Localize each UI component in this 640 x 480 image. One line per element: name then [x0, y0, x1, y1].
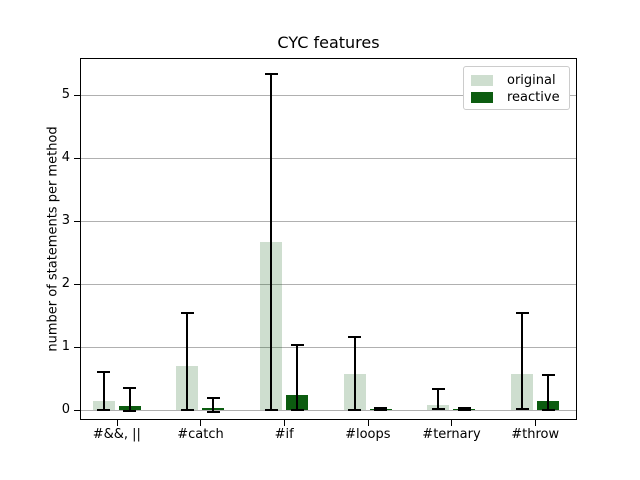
y-tick-2 [74, 283, 80, 285]
errorbar-cap-top-reactive-3 [374, 407, 388, 410]
errorbar-cap-bottom-reactive-3 [374, 408, 388, 411]
errorbar-original-5 [521, 312, 524, 409]
errorbar-cap-bottom-reactive-4 [457, 408, 471, 411]
errorbar-cap-top-reactive-5 [541, 373, 555, 376]
y-tick-label-2: 2 [61, 275, 70, 291]
errorbar-original-2 [270, 74, 273, 410]
legend-swatch-original [471, 75, 493, 86]
legend-label-reactive: reactive [507, 90, 560, 105]
errorbar-cap-bottom-original-0 [97, 408, 111, 411]
gridline-y4 [80, 157, 577, 159]
errorbar-cap-bottom-reactive-0 [123, 409, 137, 412]
y-tick-0 [74, 409, 80, 411]
errorbar-reactive-0 [128, 388, 131, 411]
errorbar-cap-bottom-original-2 [264, 408, 278, 411]
x-tick-3 [367, 420, 369, 426]
y-tick-1 [74, 346, 80, 348]
errorbar-reactive-5 [547, 374, 550, 410]
x-tick-label-0: #&&, || [92, 427, 141, 442]
errorbar-cap-top-original-0 [97, 370, 111, 373]
x-tick-0 [116, 420, 118, 426]
y-tick-label-4: 4 [61, 149, 70, 165]
errorbar-cap-top-reactive-2 [290, 343, 304, 346]
legend-swatch-reactive [471, 92, 493, 103]
errorbar-cap-bottom-reactive-1 [206, 410, 220, 413]
y-tick-label-0: 0 [61, 401, 70, 417]
errorbar-reactive-2 [296, 344, 299, 410]
gridline-y1 [80, 346, 577, 348]
errorbar-cap-bottom-original-1 [180, 408, 194, 411]
x-tick-label-5: #throw [511, 427, 560, 442]
errorbar-cap-bottom-original-5 [515, 407, 529, 410]
errorbar-cap-top-original-1 [180, 312, 194, 315]
errorbar-original-4 [437, 388, 440, 409]
gridline-y2 [80, 283, 577, 285]
errorbar-cap-top-reactive-1 [206, 397, 220, 400]
y-tick-label-5: 5 [61, 86, 70, 102]
legend: original reactive [463, 66, 570, 110]
errorbar-original-1 [186, 313, 189, 410]
errorbar-original-0 [102, 371, 105, 410]
chart-title: CYC features [277, 33, 380, 52]
x-tick-1 [200, 420, 202, 426]
legend-item-original: original [471, 72, 562, 89]
errorbar-cap-bottom-original-4 [431, 407, 445, 410]
y-tick-5 [74, 94, 80, 96]
x-tick-2 [284, 420, 286, 426]
errorbar-cap-bottom-original-3 [348, 408, 362, 411]
errorbar-cap-top-reactive-0 [123, 387, 137, 390]
x-tick-label-2: #if [274, 427, 294, 442]
errorbar-cap-top-original-5 [515, 311, 529, 314]
legend-label-original: original [507, 73, 556, 88]
errorbar-reactive-1 [212, 398, 215, 412]
x-tick-5 [535, 420, 537, 426]
errorbar-cap-top-reactive-4 [457, 407, 471, 410]
y-tick-4 [74, 157, 80, 159]
errorbar-cap-top-original-3 [348, 335, 362, 338]
gridline-y5 [80, 94, 577, 96]
x-tick-label-4: #ternary [422, 427, 481, 442]
errorbar-cap-bottom-reactive-2 [290, 408, 304, 411]
y-tick-label-1: 1 [61, 338, 70, 354]
x-tick-label-1: #catch [177, 427, 224, 442]
legend-item-reactive: reactive [471, 89, 562, 106]
errorbar-cap-top-original-4 [431, 387, 445, 390]
errorbar-cap-top-original-2 [264, 73, 278, 76]
x-tick-label-3: #loops [345, 427, 391, 442]
errorbar-cap-bottom-reactive-5 [541, 408, 555, 411]
gridline-y3 [80, 220, 577, 222]
gridline-y0 [80, 409, 577, 411]
y-tick-label-3: 3 [61, 212, 70, 228]
errorbar-original-3 [353, 336, 356, 410]
x-tick-4 [451, 420, 453, 426]
y-tick-3 [74, 220, 80, 222]
